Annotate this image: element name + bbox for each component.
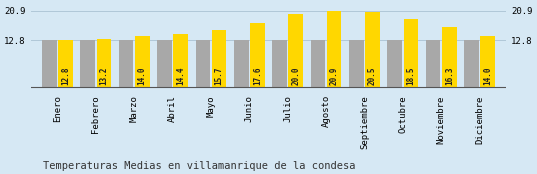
Bar [288,14,303,87]
Bar [234,40,249,87]
Bar [135,36,149,87]
Text: 12.8: 12.8 [61,67,70,85]
Text: 18.5: 18.5 [407,67,416,85]
Bar [58,40,72,87]
Text: 13.2: 13.2 [99,67,108,85]
Bar [81,40,95,87]
Bar [327,11,342,87]
Bar [404,19,418,87]
Text: 20.0: 20.0 [291,67,300,85]
Bar [465,40,479,87]
Text: 20.5: 20.5 [368,67,377,85]
Text: 14.0: 14.0 [483,67,492,85]
Bar [157,40,172,87]
Bar [481,36,495,87]
Bar [388,40,402,87]
Bar [349,40,364,87]
Bar [311,40,325,87]
Text: 16.3: 16.3 [445,67,454,85]
Bar [173,34,188,87]
Bar [250,23,265,87]
Bar [272,40,287,87]
Text: 14.4: 14.4 [176,67,185,85]
Bar [442,27,456,87]
Text: 20.9: 20.9 [330,67,339,85]
Bar [119,40,133,87]
Text: 15.7: 15.7 [214,67,223,85]
Bar [195,40,210,87]
Bar [365,12,380,87]
Bar [426,40,440,87]
Bar [97,39,111,87]
Text: 14.0: 14.0 [137,67,147,85]
Bar [42,40,56,87]
Text: Temperaturas Medias en villamanrique de la condesa: Temperaturas Medias en villamanrique de … [43,161,355,171]
Text: 17.6: 17.6 [253,67,262,85]
Bar [212,30,226,87]
